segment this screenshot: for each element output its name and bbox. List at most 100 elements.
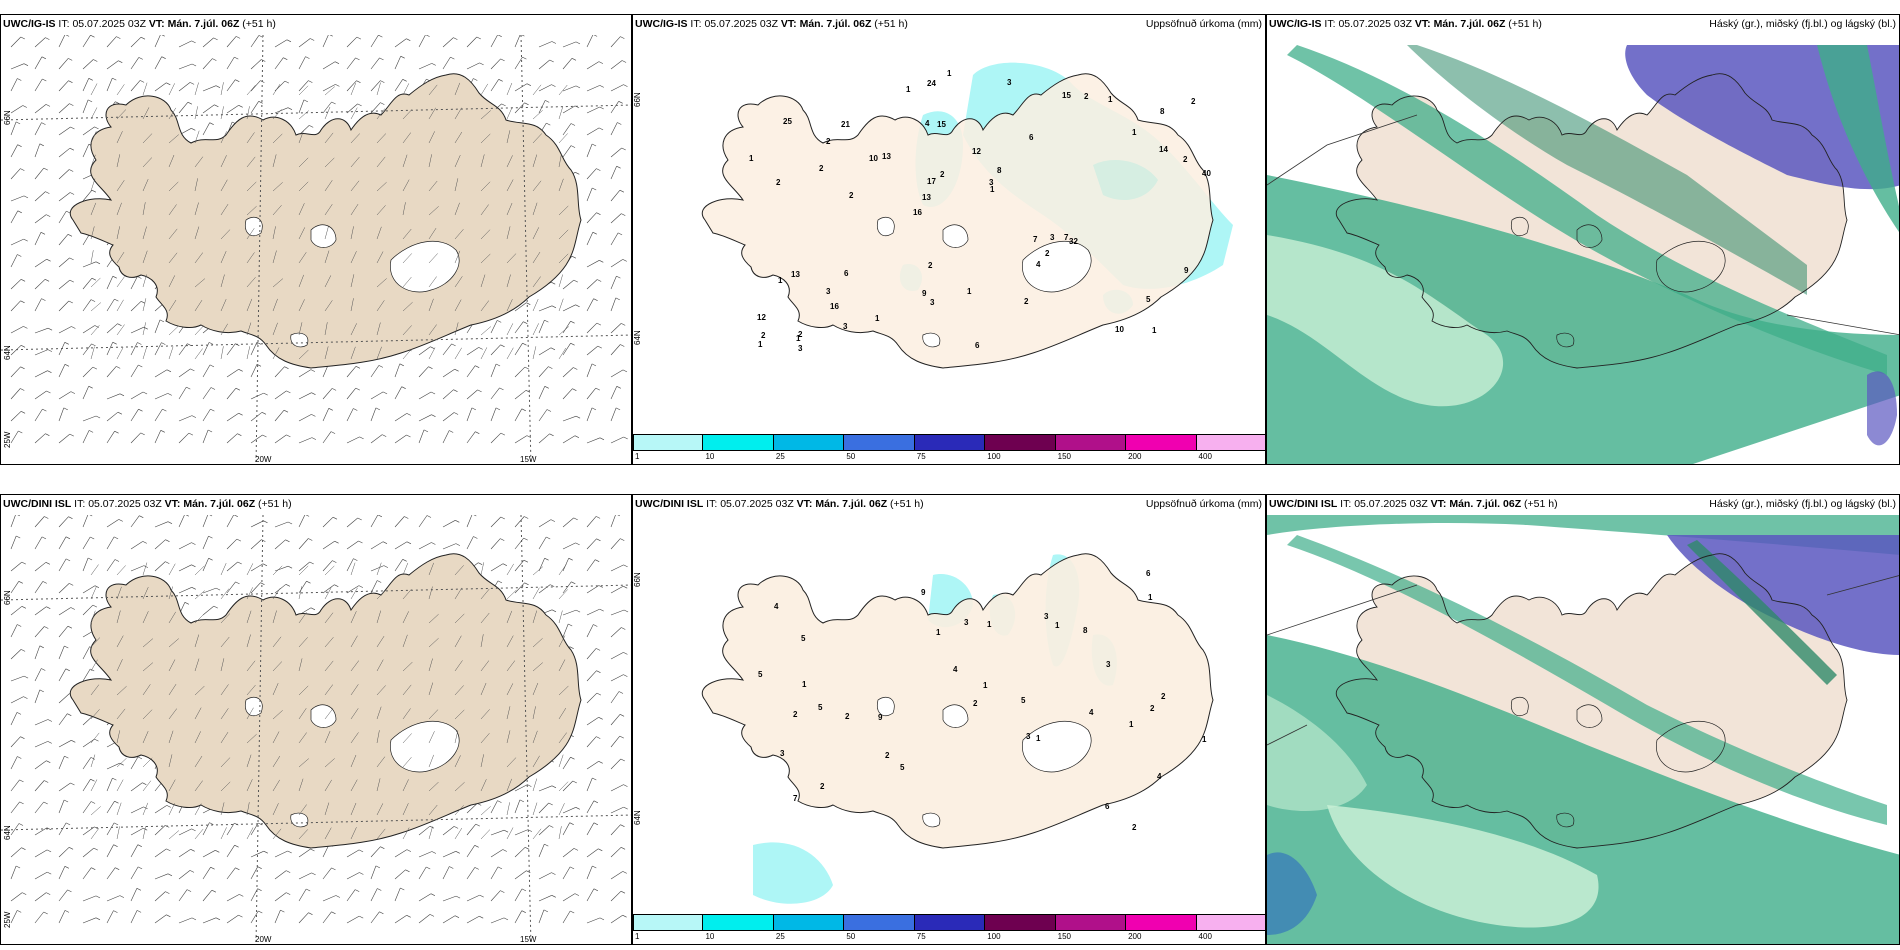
wind-barb-flag (191, 828, 196, 832)
wind-barb (82, 801, 92, 814)
wind-barb (298, 157, 309, 168)
wind-barb (480, 83, 489, 96)
wind-barb (350, 708, 359, 720)
wind-barb-flag (40, 232, 46, 235)
wind-barb (116, 758, 127, 768)
wind-barb (10, 238, 24, 246)
wind-barb-flag (521, 408, 526, 412)
wind-barb (428, 804, 438, 816)
wind-barb (298, 299, 305, 312)
wind-barb-flag (285, 539, 290, 543)
wind-barb (10, 254, 18, 268)
wind-barb (246, 754, 252, 768)
wind-barb-flag (90, 668, 95, 672)
wind-barb (298, 515, 306, 528)
wind-barb (610, 627, 622, 638)
wind-barb (610, 386, 618, 400)
model-name: UWC/IG-IS (635, 18, 688, 30)
wind-barb-flag (308, 80, 313, 83)
wind-barb (514, 537, 524, 550)
wind-barb (220, 323, 228, 336)
wind-barb-flag (623, 564, 628, 568)
wind-barb (250, 80, 261, 92)
wind-barb-flag (359, 436, 364, 440)
wind-barb-flag (64, 645, 69, 649)
precip-value-label: 2 (1084, 92, 1089, 101)
wind-barb (350, 346, 356, 360)
wind-barb-flag (479, 894, 484, 898)
wind-barb (428, 731, 435, 744)
wind-barb (202, 605, 214, 616)
wind-barb (466, 867, 476, 880)
wind-barb-flag (284, 366, 289, 369)
wind-barb-flag (115, 867, 120, 870)
wind-barb (298, 252, 307, 264)
wind-barb (558, 84, 568, 96)
wind-barb-flag (42, 78, 47, 82)
wind-barb (220, 708, 229, 720)
wind-barb (610, 323, 622, 334)
wind-barb-flag (598, 127, 604, 131)
wind-barb (376, 251, 384, 264)
wind-barb-flag (453, 826, 459, 829)
wind-barb-flag (406, 38, 411, 41)
wind-barb (106, 366, 117, 378)
wind-barb (324, 226, 329, 240)
colorbar-tick-label: 100 (987, 932, 1001, 941)
wind-barb (10, 606, 23, 616)
wind-barb-flag (95, 895, 101, 899)
wind-barb (34, 719, 49, 726)
wind-barb-flag (569, 646, 574, 649)
wind-barb (202, 535, 209, 550)
wind-barb-flag (382, 434, 387, 437)
wind-barb (538, 872, 552, 880)
wind-barb (428, 658, 433, 672)
wind-barb (558, 754, 564, 768)
wind-barb (558, 229, 569, 240)
wind-barb (272, 682, 279, 696)
wind-barb-flag (449, 430, 454, 433)
wind-barb (130, 409, 139, 422)
wind-barb (154, 805, 167, 814)
wind-barb (428, 154, 432, 168)
wind-barb-flag (623, 652, 628, 655)
colorbar-segment (1055, 914, 1127, 931)
wind-barb-flag (20, 300, 25, 304)
wind-barb (116, 324, 125, 336)
wind-barb (202, 429, 209, 444)
wind-barb (246, 634, 251, 648)
wind-barb (466, 515, 473, 528)
wind-barb (82, 261, 97, 268)
wind-barb-flag (545, 100, 550, 103)
wind-barb (10, 63, 25, 70)
wind-barb-flag (353, 558, 358, 561)
wind-barb (562, 910, 571, 924)
wind-barb (142, 226, 147, 240)
wind-barb-flag (471, 407, 477, 411)
precip-value-label: 15 (1062, 91, 1071, 100)
wind-barb (34, 232, 42, 246)
lead-time: (+51 h) (1508, 18, 1542, 30)
wind-barb (272, 828, 282, 840)
wind-barb (350, 156, 360, 168)
wind-barb (454, 131, 463, 144)
wind-barb (82, 366, 94, 378)
wind-barb-flag (476, 36, 481, 40)
wind-barb-flag (357, 517, 362, 521)
wind-barb (346, 57, 356, 70)
wind-barb (34, 191, 46, 202)
precip-value-label: 6 (1029, 133, 1034, 142)
wind-barb (506, 106, 513, 120)
wind-barb-flag (572, 780, 577, 784)
wind-barb (10, 756, 18, 770)
wind-barb-flag (595, 559, 600, 562)
precip-value-label: 2 (1161, 692, 1166, 701)
wind-barb (322, 540, 335, 550)
wind-barb (90, 83, 98, 96)
wind-barb (610, 297, 617, 312)
wind-barb-flag (621, 627, 626, 630)
wind-barb (402, 634, 408, 648)
wind-barb (402, 179, 410, 192)
wind-barb-flag (46, 827, 52, 831)
